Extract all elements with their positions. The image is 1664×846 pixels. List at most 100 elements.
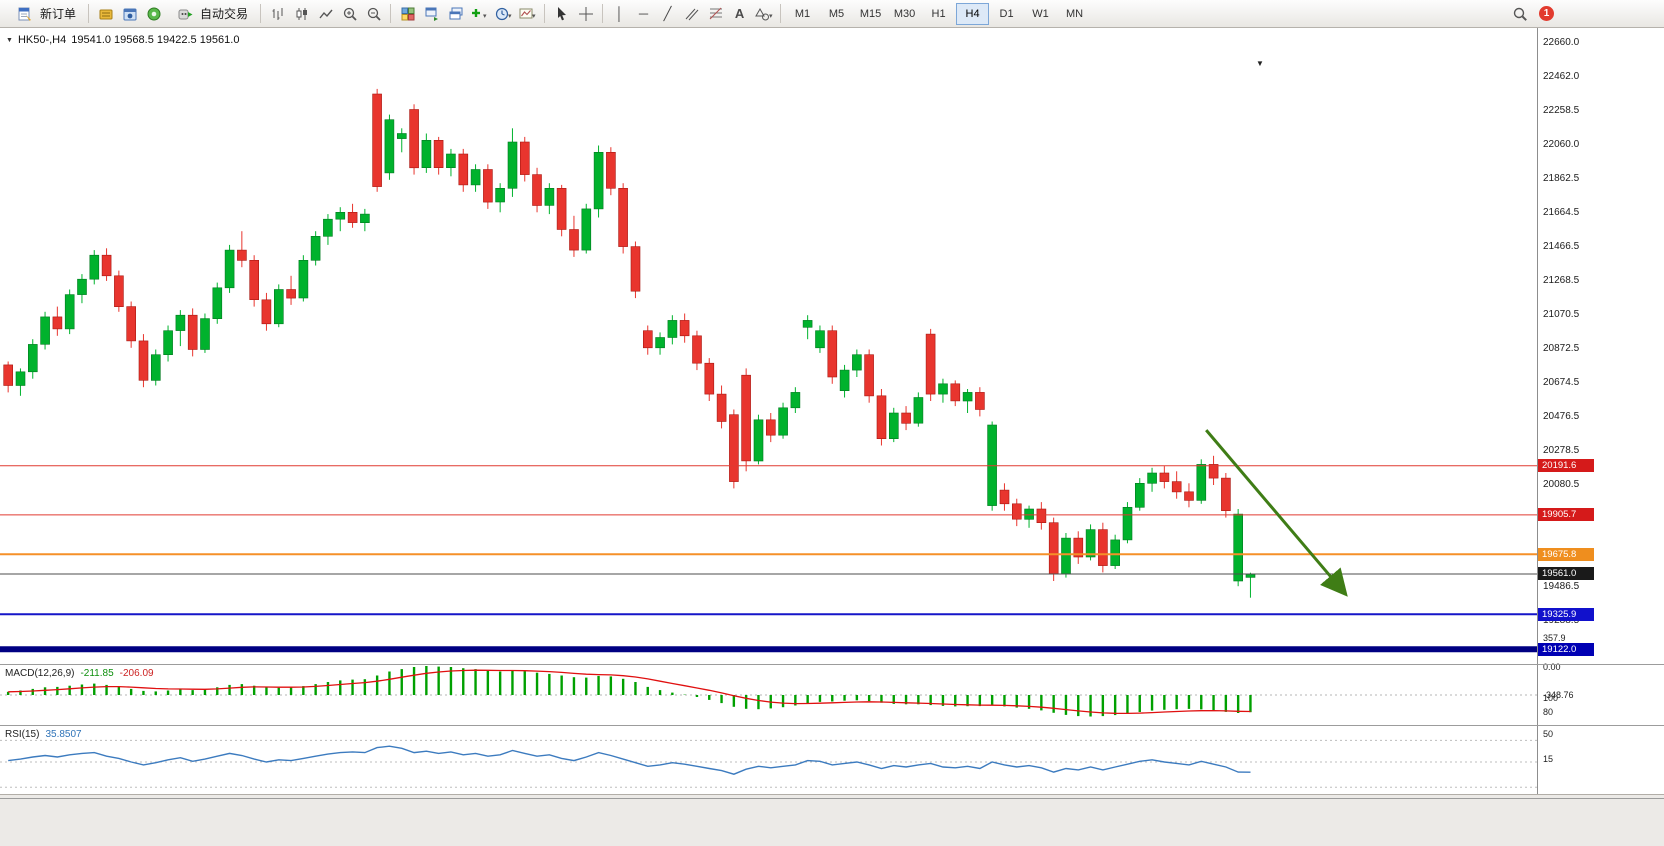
macd-panel-divider[interactable] bbox=[0, 664, 1664, 665]
zoom-in-icon[interactable] bbox=[338, 3, 361, 25]
svg-text:▾: ▾ bbox=[508, 13, 512, 20]
autotrading-button[interactable]: 自动交易 bbox=[166, 2, 255, 26]
axis-tick-label: 22462.0 bbox=[1543, 70, 1580, 82]
rsi-panel-canvas[interactable] bbox=[0, 726, 1537, 798]
market-watch-icon[interactable] bbox=[94, 3, 117, 25]
price-axis[interactable]: 22660.0 22462.0 22258.5 22060.0 21862.5 21664… bbox=[1537, 28, 1664, 794]
macd-signal-value: -206.09 bbox=[119, 668, 154, 679]
zoom-out-icon[interactable] bbox=[362, 3, 385, 25]
axis-tick-label: 20080.5 bbox=[1543, 478, 1580, 490]
new-order-label: 新订单 bbox=[40, 7, 77, 21]
new-order-icon bbox=[13, 3, 36, 25]
candlestick-chart-icon[interactable] bbox=[290, 3, 313, 25]
axis-tick-label: 20278.5 bbox=[1543, 444, 1580, 456]
svg-text:▾: ▾ bbox=[769, 13, 773, 20]
text-tool-icon[interactable]: A bbox=[734, 6, 745, 21]
axis-tick-label: 21268.5 bbox=[1543, 275, 1580, 287]
timeframe-button-group: M1 M5 M15 M30 H1 H4 D1 W1 MN bbox=[786, 2, 1091, 25]
timeframe-button-H1[interactable]: H1 bbox=[931, 7, 946, 20]
price-level-label: 19325.9 bbox=[1538, 607, 1594, 621]
chart-shift-marker[interactable]: ▼ bbox=[1256, 59, 1264, 68]
axis-tick-label: 21664.5 bbox=[1543, 207, 1580, 219]
price-level-label: 19561.0 bbox=[1538, 567, 1594, 581]
status-strip bbox=[0, 794, 1664, 846]
bar-chart-icon[interactable] bbox=[266, 3, 289, 25]
axis-tick-label: 22660.0 bbox=[1543, 36, 1580, 48]
add-indicator-icon[interactable]: ▾ bbox=[468, 3, 491, 25]
main-toolbar: 新订单 自动交易 bbox=[0, 0, 1664, 28]
price-level-label: 19675.8 bbox=[1538, 547, 1594, 561]
axis-tick-label: 22258.5 bbox=[1543, 105, 1580, 117]
chart-ohlc-values: 19541.0 19568.5 19422.5 19561.0 bbox=[71, 34, 240, 46]
axis-tick-label: 19486.5 bbox=[1543, 580, 1580, 592]
timeframe-button-M15[interactable]: M15 bbox=[859, 7, 882, 20]
toolbar-separator bbox=[780, 4, 782, 23]
line-chart-icon[interactable] bbox=[314, 3, 337, 25]
autotrading-icon bbox=[173, 3, 196, 25]
macd-axis-label: 357.9 bbox=[1543, 632, 1566, 643]
autotrading-label: 自动交易 bbox=[200, 7, 249, 21]
rsi-panel-divider[interactable] bbox=[0, 725, 1664, 726]
notification-badge[interactable]: 1 bbox=[1539, 6, 1554, 21]
timeframe-button-M30[interactable]: M30 bbox=[893, 7, 916, 20]
timeframe-button-D1[interactable]: D1 bbox=[999, 7, 1014, 20]
template-icon[interactable]: ▾ bbox=[516, 3, 539, 25]
search-icon[interactable] bbox=[1508, 3, 1531, 25]
axis-tick-label: 21466.5 bbox=[1543, 241, 1580, 253]
rsi-name: RSI(15) bbox=[5, 729, 40, 740]
chart-area: ▼ HK50-,H4 19541.0 19568.5 19422.5 19561… bbox=[0, 28, 1537, 822]
rsi-axis-label: 15 bbox=[1543, 754, 1554, 765]
rsi-axis-label: 80 bbox=[1543, 707, 1554, 718]
channel-tool-icon[interactable] bbox=[680, 3, 703, 25]
fibonacci-tool-icon[interactable] bbox=[704, 3, 727, 25]
chart-symbol-label: ▼ HK50-,H4 19541.0 19568.5 19422.5 19561… bbox=[6, 34, 239, 46]
macd-panel-canvas[interactable] bbox=[0, 665, 1537, 725]
toolbar-right-group: 1 bbox=[1508, 3, 1658, 25]
crosshair-tool-icon[interactable] bbox=[574, 3, 597, 25]
macd-axis-label: -348.76 bbox=[1543, 690, 1574, 701]
timeframe-button-W1[interactable]: W1 bbox=[1032, 7, 1049, 20]
data-window-icon[interactable] bbox=[118, 3, 141, 25]
price-level-label: 20191.6 bbox=[1538, 459, 1594, 473]
time-axis-divider bbox=[0, 798, 1664, 799]
svg-text:▾: ▾ bbox=[532, 13, 536, 20]
timeframe-button-M5[interactable]: M5 bbox=[828, 7, 845, 20]
axis-tick-label: 20872.5 bbox=[1543, 343, 1580, 355]
tile-windows-icon[interactable] bbox=[396, 3, 419, 25]
macd-indicator-label: MACD(12,26,9) -211.85 -206.09 bbox=[5, 668, 154, 679]
toolbar-separator bbox=[88, 4, 90, 23]
toolbar-separator bbox=[602, 4, 604, 23]
timeframe-button-M1[interactable]: M1 bbox=[794, 7, 811, 20]
macd-main-value: -211.85 bbox=[80, 668, 114, 679]
navigator-icon[interactable] bbox=[142, 3, 165, 25]
main-chart-canvas[interactable] bbox=[0, 28, 1537, 664]
collapse-triangle-icon[interactable]: ▼ bbox=[6, 36, 13, 44]
toolbar-separator bbox=[260, 4, 262, 23]
rsi-value: 35.8507 bbox=[45, 729, 82, 740]
price-level-label: 19905.7 bbox=[1538, 508, 1594, 522]
arrange-windows-icon[interactable] bbox=[420, 3, 443, 25]
horizontal-line-tool-icon[interactable]: ─ bbox=[638, 6, 649, 21]
rsi-axis-label: 100 bbox=[1543, 693, 1559, 703]
axis-tick-label: 21862.5 bbox=[1543, 173, 1580, 185]
axis-tick-label: 20476.5 bbox=[1543, 410, 1580, 422]
axis-tick-label: 20674.5 bbox=[1543, 377, 1580, 389]
macd-axis-label: 0.00 bbox=[1543, 662, 1561, 672]
shapes-tool-icon[interactable]: ▾ bbox=[752, 3, 775, 25]
timeframe-clock-icon[interactable]: ▾ bbox=[492, 3, 515, 25]
axis-tick-label: 22060.0 bbox=[1543, 139, 1580, 151]
price-level-label: 19122.0 bbox=[1538, 642, 1594, 656]
svg-text:▾: ▾ bbox=[483, 13, 487, 20]
timeframe-button-H4[interactable]: H4 bbox=[956, 2, 990, 25]
vertical-line-tool-icon[interactable]: │ bbox=[615, 6, 624, 21]
rsi-axis-label: 50 bbox=[1543, 729, 1554, 739]
cursor-tool-icon[interactable] bbox=[550, 3, 573, 25]
trendline-tool-icon[interactable]: ╱ bbox=[663, 6, 672, 21]
axis-tick-label: 21070.5 bbox=[1543, 309, 1580, 321]
timeframe-button-MN[interactable]: MN bbox=[1065, 7, 1084, 20]
new-order-button[interactable]: 新订单 bbox=[6, 2, 83, 26]
macd-name: MACD(12,26,9) bbox=[5, 668, 75, 679]
chart-symbol-period: HK50-,H4 bbox=[17, 34, 67, 46]
cascade-windows-icon[interactable] bbox=[444, 3, 467, 25]
